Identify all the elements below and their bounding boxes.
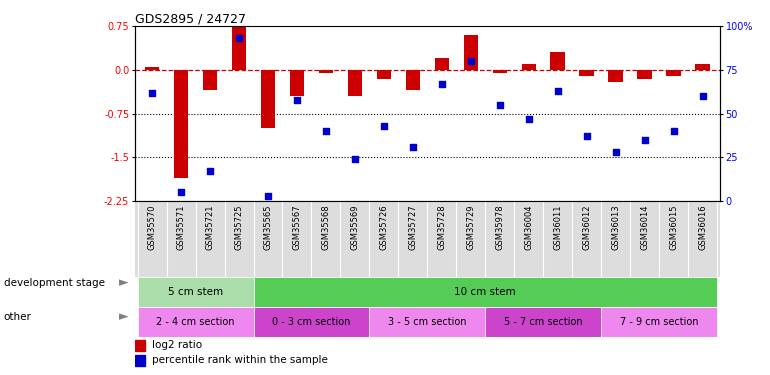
Text: development stage: development stage	[4, 278, 105, 288]
Text: 7 - 9 cm section: 7 - 9 cm section	[620, 318, 698, 327]
Text: GSM36012: GSM36012	[582, 205, 591, 250]
Text: GSM35725: GSM35725	[235, 205, 243, 250]
Text: GSM35569: GSM35569	[350, 205, 360, 250]
Bar	[261, 70, 275, 128]
Bar	[406, 70, 420, 90]
Text: GSM35729: GSM35729	[467, 205, 475, 250]
Text: GSM35570: GSM35570	[148, 205, 156, 250]
Text: GSM35567: GSM35567	[293, 205, 302, 251]
Bar	[232, 26, 246, 70]
Point	[464, 58, 477, 64]
Point	[262, 193, 274, 199]
Text: GSM36013: GSM36013	[611, 205, 620, 251]
Text: GSM35727: GSM35727	[408, 205, 417, 251]
Bar	[145, 67, 159, 70]
Point	[146, 90, 159, 96]
Bar	[493, 70, 507, 73]
Text: GSM35978: GSM35978	[495, 205, 504, 251]
Text: ►: ►	[119, 310, 129, 323]
Bar	[485, 308, 601, 338]
Text: 10 cm stem: 10 cm stem	[454, 287, 516, 297]
Point	[551, 88, 564, 94]
Text: GSM35565: GSM35565	[263, 205, 273, 250]
Bar	[203, 70, 217, 90]
Bar	[377, 70, 391, 79]
Point	[436, 81, 448, 87]
Text: GSM35726: GSM35726	[380, 205, 388, 251]
Point	[407, 144, 419, 150]
Point	[523, 116, 535, 122]
Bar	[521, 64, 536, 70]
Text: GSM35721: GSM35721	[206, 205, 215, 250]
Bar	[464, 35, 478, 70]
Bar	[253, 278, 717, 308]
Text: GSM36011: GSM36011	[553, 205, 562, 250]
Point	[638, 137, 651, 143]
Text: 0 - 3 cm section: 0 - 3 cm section	[273, 318, 350, 327]
Bar	[551, 53, 565, 70]
Point	[696, 93, 708, 99]
Bar	[638, 70, 652, 79]
Point	[581, 134, 593, 140]
Text: GSM36004: GSM36004	[524, 205, 534, 250]
Point	[175, 189, 187, 195]
Text: log2 ratio: log2 ratio	[152, 340, 203, 350]
Bar	[601, 308, 717, 338]
Bar	[319, 70, 333, 73]
Bar	[434, 58, 449, 70]
Bar	[370, 308, 485, 338]
Text: GSM35571: GSM35571	[176, 205, 186, 250]
Text: 5 cm stem: 5 cm stem	[168, 287, 223, 297]
Text: GSM36016: GSM36016	[698, 205, 707, 251]
Bar	[608, 70, 623, 82]
Text: 5 - 7 cm section: 5 - 7 cm section	[504, 318, 583, 327]
Point	[494, 102, 506, 108]
Bar	[174, 70, 189, 178]
Text: GSM36015: GSM36015	[669, 205, 678, 250]
Text: 3 - 5 cm section: 3 - 5 cm section	[388, 318, 467, 327]
Point	[349, 156, 361, 162]
Text: 2 - 4 cm section: 2 - 4 cm section	[156, 318, 235, 327]
Bar	[348, 70, 362, 96]
Bar	[138, 278, 253, 308]
Point	[320, 128, 332, 134]
Text: ►: ►	[119, 277, 129, 290]
Text: GDS2895 / 24727: GDS2895 / 24727	[135, 12, 246, 25]
Bar	[695, 64, 710, 70]
Bar	[666, 70, 681, 76]
Point	[668, 128, 680, 134]
Bar	[580, 70, 594, 76]
Text: GSM36014: GSM36014	[640, 205, 649, 250]
Bar	[135, 340, 145, 351]
Bar	[290, 70, 304, 96]
Point	[378, 123, 390, 129]
Point	[204, 168, 216, 174]
Bar	[138, 308, 253, 338]
Text: GSM35728: GSM35728	[437, 205, 447, 251]
Text: GSM35568: GSM35568	[321, 205, 330, 251]
Bar	[253, 308, 370, 338]
Text: other: other	[4, 312, 32, 322]
Point	[291, 97, 303, 103]
Point	[233, 36, 245, 42]
Point	[610, 149, 622, 155]
Bar	[135, 355, 145, 366]
Text: percentile rank within the sample: percentile rank within the sample	[152, 355, 328, 365]
